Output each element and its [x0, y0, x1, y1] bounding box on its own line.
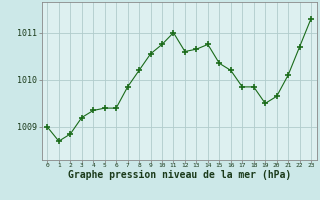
X-axis label: Graphe pression niveau de la mer (hPa): Graphe pression niveau de la mer (hPa): [68, 170, 291, 180]
